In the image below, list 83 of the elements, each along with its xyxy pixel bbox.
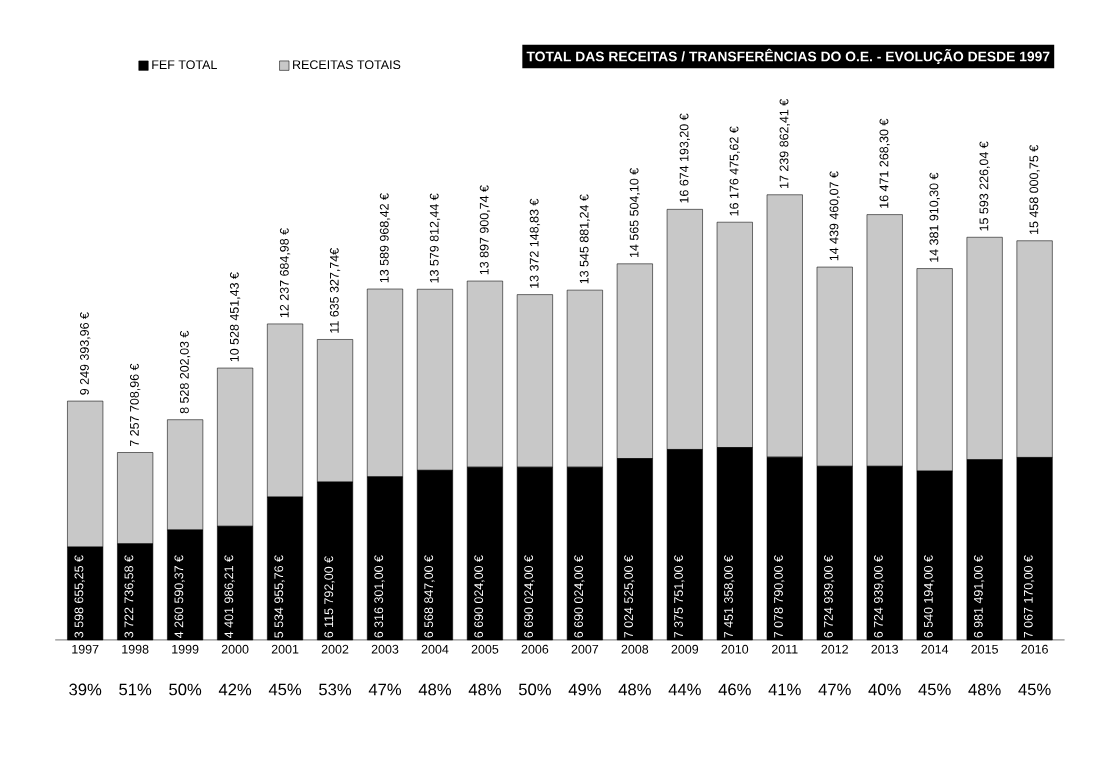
data-label: 6 724 939,00 €: [824, 555, 835, 638]
x-tick-label: 2013: [871, 644, 899, 654]
data-label: 7 067 170,00 €: [1023, 555, 1035, 638]
x-tick-label: 2010: [721, 644, 749, 654]
data-label: 3 722 736,58 €: [124, 555, 135, 638]
data-label: 5 534 955,76 €: [274, 555, 285, 638]
data-label: 6 316 301,00 €: [374, 555, 385, 638]
x-tick-label: 2005: [471, 644, 499, 654]
x-tick-label: 2002: [321, 644, 349, 654]
x-tick-label: 1997: [72, 644, 99, 654]
total-label: 13 579 812,44 €: [429, 193, 441, 283]
text: 51%: [119, 683, 152, 696]
x-tick-label: 2007: [571, 644, 599, 654]
text: 46%: [718, 683, 751, 696]
text: 39%: [69, 683, 102, 696]
total-label: 13 897 900,74 €: [479, 185, 491, 275]
x-tick-label: 2006: [521, 644, 549, 654]
data-label: 7 078 790,00 €: [774, 555, 785, 638]
data-label: 3 598 655,25 €: [74, 555, 85, 638]
text: 53%: [319, 683, 352, 696]
x-tick-label: 2000: [221, 644, 249, 654]
x-tick-label: 1999: [172, 644, 199, 654]
data-label: 6 690 024,00 €: [524, 555, 535, 638]
total-label: 13 545 881,24 €: [579, 194, 591, 284]
total-label: 10 528 451,43 €: [229, 272, 241, 362]
total-label: 17 239 862,41 €: [779, 98, 790, 188]
chart-title: TOTAL DAS RECEITAS / TRANSFERÊNCIAS DO O.E. - EVOLUÇÃO DESDE 1997: [526, 48, 1050, 65]
text: 49%: [568, 683, 601, 696]
text: 50%: [518, 683, 551, 696]
text: 40%: [868, 683, 901, 696]
total-label: 16 471 268,30 €: [879, 118, 890, 208]
total-label: 11 635 327,74€: [329, 248, 341, 333]
x-tick-label: 2009: [671, 644, 699, 654]
x-tick-label: 2015: [971, 644, 998, 654]
text: 47%: [368, 683, 402, 696]
text: 44%: [668, 683, 701, 696]
text: 47%: [818, 683, 851, 696]
x-tick-label: 2004: [421, 644, 449, 654]
data-label: 6 724 939,00 €: [873, 555, 885, 638]
total-label: 14 565 504,10 €: [629, 168, 640, 258]
text: 48%: [468, 683, 501, 696]
total-label: 9 249 393,96 €: [80, 312, 91, 395]
data-label: 4 260 590,37 €: [174, 555, 185, 638]
text: 41%: [768, 683, 801, 696]
data-label: 6 115 792,00 €: [324, 556, 335, 638]
data-label: 6 690 024,00 €: [474, 555, 485, 638]
total-label: 14 381 910,30 €: [929, 172, 940, 262]
data-label: 4 401 986,21 €: [224, 555, 235, 638]
data-label: 7 451 358,00 €: [724, 555, 735, 638]
text: 50%: [169, 683, 202, 696]
text: 42%: [218, 683, 252, 696]
data-label: 7 375 751,00 €: [674, 555, 685, 638]
total-label: 15 458 000,75 €: [1029, 144, 1040, 234]
total-label: 12 237 684,98 €: [279, 228, 291, 318]
text: 45%: [1018, 683, 1051, 696]
total-label: 14 439 460,07 €: [829, 171, 840, 261]
text: 45%: [918, 683, 951, 696]
x-tick-label: 2016: [1021, 644, 1048, 654]
text: 48%: [968, 683, 1001, 696]
data-label: 6 568 847,00 €: [424, 555, 435, 638]
x-tick-label: 2011: [771, 644, 798, 654]
x-tick-label: 2003: [371, 644, 399, 654]
total-label: 13 589 968,42 €: [379, 193, 391, 283]
total-label: 16 176 475,62 €: [729, 126, 740, 216]
data-label: 7 024 525,00 €: [624, 555, 635, 638]
total-label: 15 593 226,04 €: [979, 141, 990, 231]
x-tick-label: 2012: [821, 644, 848, 654]
x-tick-label: 2008: [621, 644, 649, 654]
x-tick-label: 2014: [921, 644, 949, 654]
total-label: 13 372 148,83 €: [529, 198, 541, 288]
x-tick-label: 1998: [122, 644, 149, 654]
x-tick-label: 2001: [271, 644, 299, 654]
legend-label: FEF TOTAL: [152, 60, 217, 70]
text: 48%: [618, 683, 651, 696]
text: 48%: [418, 683, 452, 696]
total-label: 16 674 193,20 €: [679, 113, 690, 203]
total-label: 8 528 202,03 €: [179, 330, 191, 414]
text: 45%: [268, 683, 302, 696]
data-label: 6 981 491,00 €: [973, 555, 985, 638]
legend-label: RECEITAS TOTAIS: [293, 60, 401, 70]
data-label: 6 690 024,00 €: [574, 555, 585, 638]
total-label: 7 257 708,96 €: [130, 363, 141, 447]
data-label: 6 540 194,00 €: [923, 555, 935, 638]
